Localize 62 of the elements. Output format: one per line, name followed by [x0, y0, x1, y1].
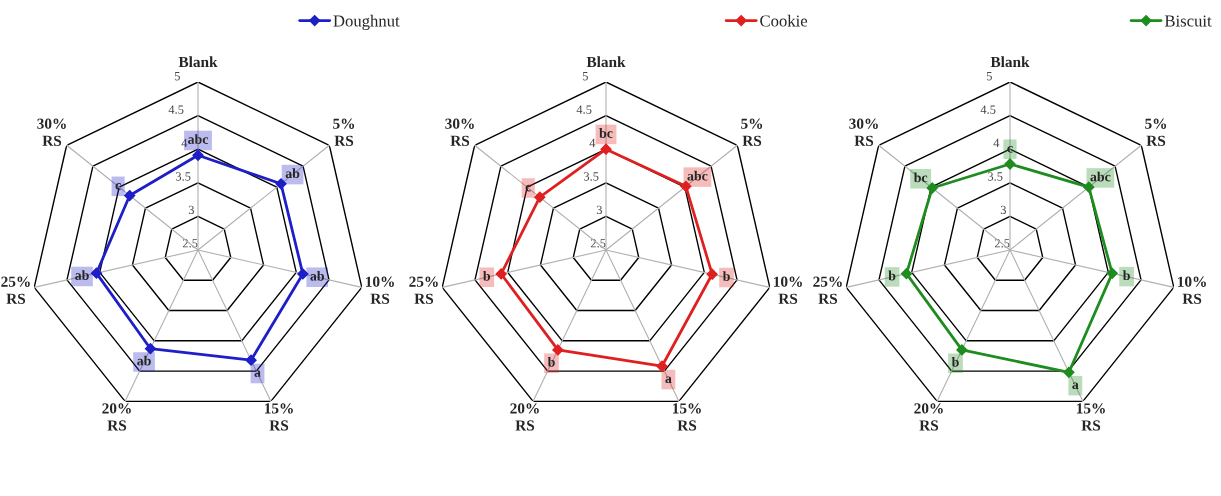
legend-label: Doughnut [333, 14, 400, 31]
spoke-label: 25% RS [409, 276, 438, 304]
data-label: b [722, 271, 730, 281]
data-label: ab [285, 168, 300, 179]
spoke-label: 25% RS [1, 276, 30, 304]
data-label: b [1122, 270, 1130, 281]
legend-label: Cookie [760, 14, 808, 27]
spoke-label: 20% RS [102, 403, 131, 431]
spoke-label: 30% RS [849, 118, 878, 146]
data-label: abc [188, 134, 209, 144]
spoke-label: 5% RS [741, 118, 763, 146]
spoke-label: 15% RS [264, 403, 293, 431]
spoke-label: 30% RS [445, 118, 474, 146]
y-tick-label: 3 [1000, 205, 1006, 215]
y-tick-label: 3.5 [175, 172, 191, 181]
data-label: a [1072, 382, 1079, 390]
spoke-label: 30% RS [37, 118, 66, 146]
spoke-label: 5% RS [1145, 118, 1167, 146]
data-label: b [547, 356, 555, 367]
data-label: ab [310, 270, 325, 281]
spoke-label: 10% RS [1178, 276, 1206, 304]
y-tick-label: 3 [596, 205, 602, 215]
y-tick-label: 3.5 [987, 172, 1003, 181]
data-label: abc [1090, 171, 1111, 182]
y-tick-label: 4.5 [980, 105, 996, 114]
data-label: b [483, 270, 491, 281]
spoke-label: Blank [990, 56, 1030, 68]
y-tick-label: 4 [589, 138, 596, 148]
y-tick-label: 3 [188, 205, 194, 215]
data-label: b [888, 270, 896, 281]
y-tick-label: 4 [993, 138, 1000, 148]
y-tick-label: 5 [174, 72, 180, 81]
data-label: bc [599, 128, 613, 138]
spoke-label: 20% RS [510, 403, 539, 431]
data-label: bc [913, 172, 928, 183]
y-tick-label: 5 [986, 72, 992, 81]
y-tick-label: 4.5 [576, 105, 592, 114]
spoke-label: 15% RS [1076, 403, 1105, 431]
data-label: c [525, 184, 531, 192]
data-label: a [665, 376, 672, 384]
data-label: c [115, 183, 121, 190]
spoke-label: 10% RS [366, 276, 394, 304]
spoke-label: 25% RS [813, 276, 842, 304]
spoke-label: 20% RS [914, 403, 943, 431]
y-tick-label: 4 [181, 138, 188, 148]
spoke-label: 15% RS [672, 403, 701, 431]
legend-label: Biscuit [1164, 15, 1212, 27]
y-tick-label: 3.5 [583, 172, 599, 181]
y-tick-label: 5 [582, 72, 588, 81]
spoke-label: 5% RS [333, 118, 355, 146]
spoke-label: Blank [586, 56, 626, 68]
spoke-label: 10% RS [774, 276, 802, 304]
y-tick-label: 2.5 [994, 239, 1010, 248]
data-label: abc [687, 170, 708, 181]
y-tick-label: 2.5 [182, 239, 198, 248]
data-label: ab [75, 270, 89, 280]
spoke-label: Blank [178, 56, 218, 68]
y-tick-label: 4.5 [168, 105, 184, 114]
data-label: ab [137, 355, 151, 366]
y-tick-label: 2.5 [590, 239, 606, 248]
data-label: a [254, 370, 261, 377]
data-label: b [951, 356, 959, 367]
